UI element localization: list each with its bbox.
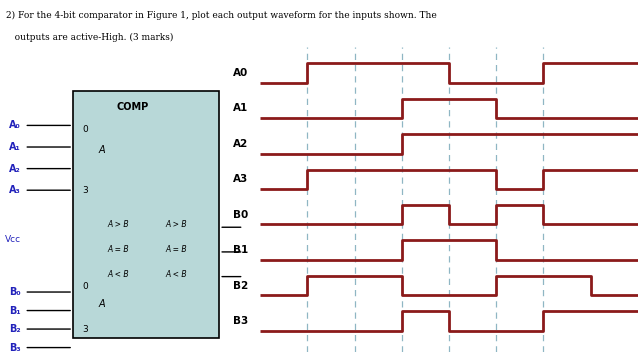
Text: B2: B2 xyxy=(233,281,249,291)
Text: outputs are active-High. (3 marks): outputs are active-High. (3 marks) xyxy=(6,33,174,42)
Text: B₁: B₁ xyxy=(9,306,21,315)
Text: 0: 0 xyxy=(83,125,88,134)
Text: 0: 0 xyxy=(83,282,88,291)
Text: A₁: A₁ xyxy=(9,142,21,152)
Text: 3: 3 xyxy=(83,186,88,195)
Text: A > B: A > B xyxy=(107,220,129,229)
Text: 2) For the 4-bit comparator in Figure 1, plot each output waveform for the input: 2) For the 4-bit comparator in Figure 1,… xyxy=(6,11,437,20)
Text: A > B: A > B xyxy=(165,220,187,229)
Text: Vᴄᴄ: Vᴄᴄ xyxy=(5,235,21,244)
Text: A₃: A₃ xyxy=(9,185,21,195)
FancyBboxPatch shape xyxy=(73,91,219,338)
Text: B3: B3 xyxy=(233,316,249,326)
Text: A < B: A < B xyxy=(107,270,129,279)
Text: A: A xyxy=(99,299,106,310)
Text: A₂: A₂ xyxy=(9,164,21,174)
Text: A = B: A = B xyxy=(165,245,187,254)
Text: A < B: A < B xyxy=(165,270,187,279)
Text: 3: 3 xyxy=(83,325,88,334)
Text: A1: A1 xyxy=(233,103,249,113)
Text: B₀: B₀ xyxy=(9,287,21,297)
Text: B₃: B₃ xyxy=(9,343,21,352)
Text: B0: B0 xyxy=(233,210,249,220)
Text: A2: A2 xyxy=(233,139,249,149)
Text: COMP: COMP xyxy=(117,102,149,112)
Text: A: A xyxy=(99,145,106,155)
Text: B1: B1 xyxy=(233,245,249,255)
Text: B₂: B₂ xyxy=(9,324,21,334)
Text: A0: A0 xyxy=(233,68,249,78)
Text: A₀: A₀ xyxy=(9,121,21,130)
Text: A = B: A = B xyxy=(107,245,129,254)
Text: A3: A3 xyxy=(233,174,249,184)
